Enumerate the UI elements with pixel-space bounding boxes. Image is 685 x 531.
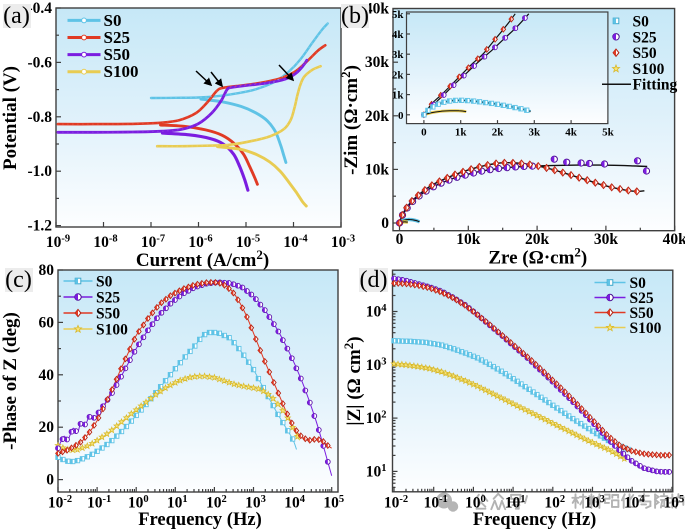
svg-text:S25: S25 (630, 290, 654, 307)
svg-text:10k: 10k (456, 231, 481, 248)
svg-text:S0: S0 (633, 13, 650, 30)
svg-text:-Zim (Ω·cm2): -Zim (Ω·cm2) (338, 65, 362, 175)
svg-text:S50: S50 (630, 305, 654, 322)
svg-text:S0: S0 (104, 11, 122, 30)
svg-text:-1.2: -1.2 (27, 218, 52, 235)
svg-text:-0.8: -0.8 (27, 109, 52, 126)
svg-text:S0: S0 (630, 275, 647, 292)
svg-text:Fitting: Fitting (633, 77, 678, 94)
svg-text:60: 60 (39, 314, 55, 331)
svg-text:Zre (Ω·cm2): Zre (Ω·cm2) (488, 245, 587, 269)
svg-text:-Phase of Z (deg): -Phase of Z (deg) (0, 312, 21, 450)
svg-text:40: 40 (39, 367, 55, 384)
svg-text:5k: 5k (392, 9, 405, 21)
svg-text:S100: S100 (633, 61, 665, 78)
svg-text:S100: S100 (96, 322, 128, 339)
svg-text:S25: S25 (633, 29, 657, 46)
svg-text:0: 0 (398, 110, 404, 122)
svg-text:40k: 40k (663, 231, 685, 248)
svg-text:0: 0 (421, 127, 427, 139)
svg-text:20: 20 (39, 419, 55, 436)
svg-text:-0.4: -0.4 (27, 0, 52, 17)
svg-text:0: 0 (46, 472, 54, 489)
svg-text:Current (A/cm2): Current (A/cm2) (136, 247, 269, 271)
svg-text:Potential (V): Potential (V) (0, 66, 21, 170)
svg-text:2k: 2k (492, 127, 505, 139)
svg-text:-1.0: -1.0 (27, 163, 52, 180)
svg-text:S0: S0 (96, 274, 113, 291)
svg-text:(d): (d) (360, 267, 388, 293)
svg-text:3k: 3k (528, 127, 541, 139)
svg-text:(c): (c) (5, 267, 32, 293)
svg-text:20k: 20k (365, 108, 390, 125)
svg-text:40k: 40k (365, 1, 390, 18)
svg-text:Frequency (Hz): Frequency (Hz) (473, 510, 596, 530)
svg-text:S25: S25 (96, 290, 120, 307)
svg-text:Frequency (Hz): Frequency (Hz) (138, 510, 261, 530)
svg-text:2k: 2k (392, 69, 405, 81)
svg-text:5k: 5k (602, 127, 615, 139)
svg-text:0: 0 (396, 231, 404, 248)
svg-text:S100: S100 (630, 320, 662, 337)
svg-text:S50: S50 (104, 45, 130, 64)
svg-text:20k: 20k (525, 231, 550, 248)
svg-text:1k: 1k (392, 90, 405, 102)
svg-text:4k: 4k (392, 29, 405, 41)
svg-text:(a): (a) (3, 3, 30, 29)
svg-text:S50: S50 (633, 45, 657, 62)
svg-text:10k: 10k (365, 161, 390, 178)
svg-text:4k: 4k (565, 127, 578, 139)
svg-text:3k: 3k (392, 49, 405, 61)
svg-text:1k: 1k (455, 127, 468, 139)
svg-text:30k: 30k (365, 54, 390, 71)
svg-text:(b): (b) (341, 3, 369, 29)
svg-text:S100: S100 (104, 62, 139, 81)
svg-text:-0.6: -0.6 (27, 54, 52, 71)
svg-text:S50: S50 (96, 306, 120, 323)
svg-text:30k: 30k (594, 231, 619, 248)
svg-text:S25: S25 (104, 28, 130, 47)
svg-text:0: 0 (381, 215, 389, 232)
svg-text:|Z| (Ω cm2): |Z| (Ω cm2) (341, 336, 365, 425)
svg-text:80: 80 (39, 262, 55, 279)
